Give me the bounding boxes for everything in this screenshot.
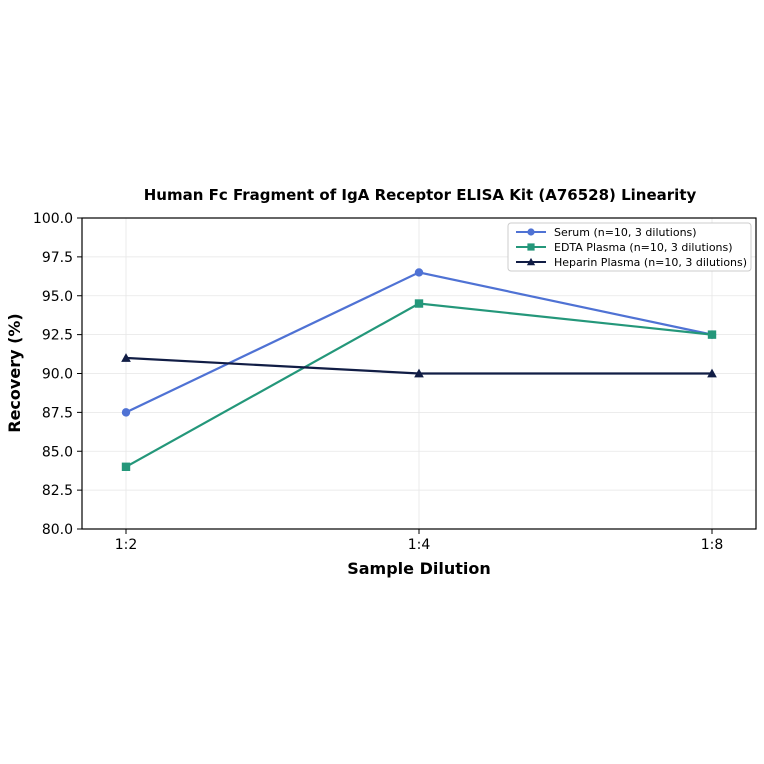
data-point — [707, 368, 717, 378]
y-axis-ticks: 80.0 82.5 85.0 87.5 90.0 92.5 95.0 97.5 100.0 — [33, 211, 82, 538]
y-tick-label: 97.5 — [42, 250, 73, 266]
legend-item: Serum (n=10, 3 dilutions) — [516, 226, 697, 239]
chart-title: Human Fc Fragment of IgA Receptor ELISA … — [144, 186, 697, 204]
y-tick-label: 85.0 — [42, 444, 73, 460]
data-point — [121, 462, 131, 471]
series-3 — [121, 353, 717, 378]
data-point — [527, 243, 535, 251]
legend-box — [507, 222, 752, 272]
legend-label: EDTA Plasma (n=10, 3 dilutions) — [554, 241, 733, 254]
x-axis-label: Sample Dilution — [347, 559, 491, 578]
y-tick-label: 87.5 — [42, 405, 73, 421]
legend-item: Heparin Plasma (n=10, 3 dilutions) — [516, 256, 747, 269]
y-tick-label: 92.5 — [42, 328, 73, 344]
data-point — [121, 408, 131, 417]
data-point — [414, 268, 424, 277]
y-tick-label: 80.0 — [42, 522, 73, 538]
series-group — [121, 268, 717, 471]
data-point — [121, 353, 131, 362]
y-tick-label: 100.0 — [33, 211, 73, 227]
series-2 — [121, 299, 717, 471]
legend-label: Heparin Plasma (n=10, 3 dilutions) — [554, 256, 747, 269]
y-tick-label: 90.0 — [42, 367, 73, 383]
data-point — [414, 299, 424, 308]
legend-item: EDTA Plasma (n=10, 3 dilutions) — [516, 241, 733, 254]
x-tick-label: 1:4 — [408, 537, 431, 553]
x-tick-label: 1:2 — [115, 537, 138, 553]
y-tick-label: 95.0 — [42, 289, 73, 305]
data-point — [526, 257, 536, 266]
x-axis-ticks: 1:2 1:4 1:8 — [115, 529, 724, 553]
data-point — [414, 368, 424, 378]
data-point — [527, 228, 535, 236]
x-tick-label: 1:8 — [701, 537, 724, 553]
legend-label: Serum (n=10, 3 dilutions) — [554, 226, 697, 239]
legend: Serum (n=10, 3 dilutions) EDTA Plasma (n=… — [507, 222, 752, 272]
y-tick-label: 82.5 — [42, 483, 73, 499]
y-axis-label: Recovery (%) — [5, 313, 24, 432]
data-point — [707, 330, 717, 339]
